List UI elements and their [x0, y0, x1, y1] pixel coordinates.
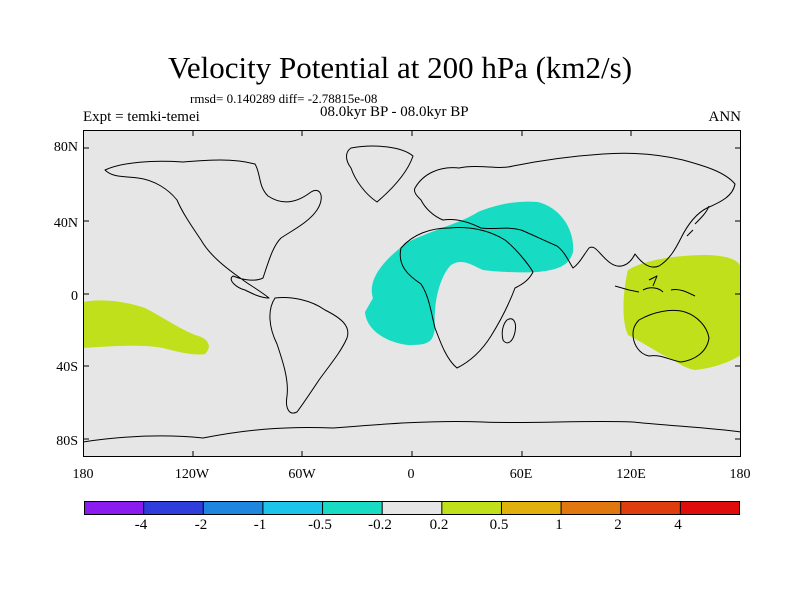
- colorbar-label: -4: [134, 517, 148, 533]
- coastlines: [83, 145, 741, 443]
- colorbar-segment: [680, 501, 740, 515]
- lon-label-0: 0: [407, 467, 415, 482]
- colorbar-label: -0.2: [368, 517, 392, 533]
- greenland-outline: [346, 145, 414, 203]
- stats-text: rmsd= 0.140289 diff= -2.78815e-08: [190, 91, 378, 106]
- colorbar-label: -0.5: [308, 517, 332, 533]
- positive-anomaly-region: [83, 255, 741, 370]
- colorbar-label: 1: [555, 517, 563, 533]
- lat-label-0: 0: [71, 289, 78, 304]
- colorbar-label: 0.5: [489, 517, 509, 533]
- negative-anomaly-region: [365, 201, 574, 345]
- antarctica-outline: [83, 420, 741, 443]
- lon-label-120e: 120E: [616, 467, 646, 482]
- period-label: 08.0kyr BP - 08.0kyr BP: [320, 104, 469, 120]
- lon-label-120w: 120W: [174, 467, 210, 482]
- colorbar-frame: [84, 501, 740, 515]
- lon-label-60w: 60W: [288, 467, 316, 482]
- plot-title: Velocity Potential at 200 hPa (km2/s): [167, 50, 633, 85]
- colorbar-label: -1: [253, 517, 267, 533]
- lon-label-180w: 180: [72, 467, 94, 482]
- colorbar-label: 0.2: [429, 517, 449, 533]
- colorbar: [84, 501, 740, 515]
- colorbar-segment: [561, 501, 622, 515]
- lat-label-40s: 40S: [56, 360, 78, 375]
- axis-ticks: [83, 130, 741, 457]
- japan-outline: [686, 205, 710, 237]
- colorbar-segment: [441, 501, 502, 515]
- colorbar-segment: [620, 501, 681, 515]
- madagascar-outline: [501, 318, 516, 344]
- indonesia-outline: [614, 275, 696, 297]
- colorbar-label: -2: [194, 517, 208, 533]
- lat-label-80s: 80S: [56, 434, 78, 449]
- colorbar-segment: [84, 501, 145, 515]
- north-america-outline: [104, 159, 322, 299]
- australia-outline: [632, 309, 710, 363]
- europe-asia-outline: [414, 152, 736, 269]
- map-panel: [83, 130, 741, 457]
- lon-label-180e: 180: [729, 467, 751, 482]
- colorbar-segment: [382, 501, 443, 515]
- colorbar-segment: [143, 501, 204, 515]
- colorbar-segment: [322, 501, 383, 515]
- south-america-outline: [269, 297, 349, 414]
- colorbar-segment: [501, 501, 562, 515]
- colorbar-label: 2: [614, 517, 622, 533]
- experiment-label: Expt = temki-temei: [83, 109, 200, 125]
- season-label: ANN: [708, 109, 742, 125]
- lat-label-40n: 40N: [53, 216, 78, 231]
- africa-outline: [399, 227, 534, 369]
- colorbar-segment: [203, 501, 264, 515]
- colorbar-segment: [262, 501, 324, 515]
- lon-label-60e: 60E: [509, 467, 533, 482]
- lat-label-80n: 80N: [53, 140, 78, 155]
- colorbar-label: 4: [674, 517, 682, 533]
